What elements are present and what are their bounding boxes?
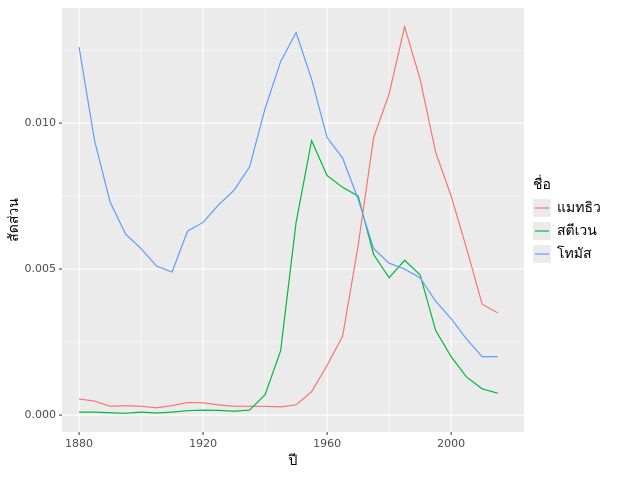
series-line xyxy=(78,31,498,358)
legend-label: โทมัส xyxy=(557,245,592,262)
y-tick-label: 0.000 xyxy=(25,408,57,421)
x-tick-label: 1920 xyxy=(189,437,217,450)
x-tick-label: 2000 xyxy=(437,437,465,450)
series-line xyxy=(79,138,498,414)
y-axis-label: สัดส่วน xyxy=(6,198,22,242)
y-tick-label: 0.005 xyxy=(25,262,57,275)
series-line xyxy=(78,24,498,409)
x-axis-label: ปี xyxy=(288,453,297,469)
panel xyxy=(62,8,524,432)
legend-title: ชื่อ xyxy=(533,175,551,193)
x-tick-label: 1880 xyxy=(65,437,93,450)
x-tick-label: 1960 xyxy=(313,437,341,450)
legend-label: แมทธิว xyxy=(557,200,601,216)
y-tick-label: 0.010 xyxy=(25,116,57,129)
legend-label: สตีเวน xyxy=(557,223,597,239)
